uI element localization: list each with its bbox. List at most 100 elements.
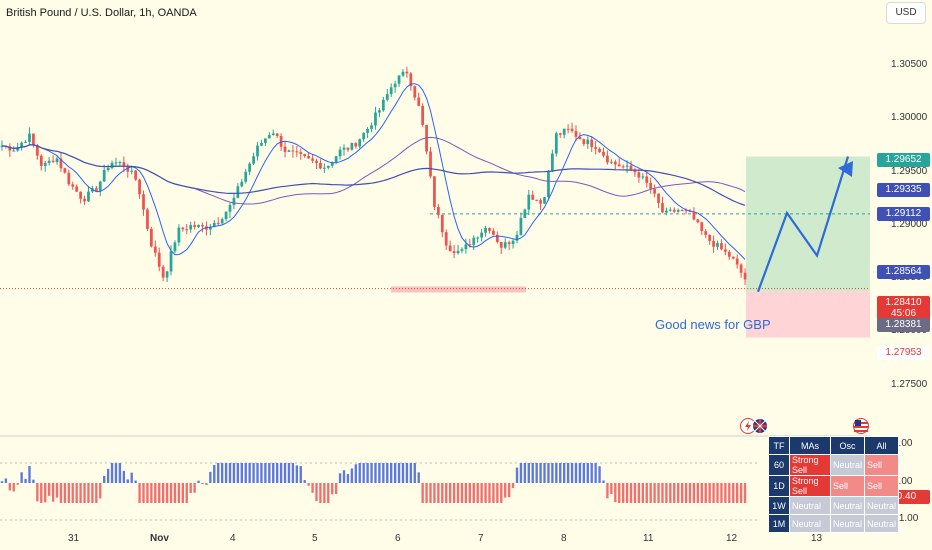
oscillator-bar	[531, 463, 534, 483]
candlestick-series	[0, 66, 747, 285]
oscillator-bar	[445, 483, 448, 503]
oscillator-bar	[500, 483, 503, 503]
candle	[236, 186, 240, 198]
candle	[716, 243, 719, 247]
oscillator-bar	[268, 463, 271, 483]
candle	[35, 145, 39, 156]
candle	[397, 75, 401, 84]
candle	[0, 145, 4, 147]
oscillator-bar	[468, 483, 472, 503]
candle	[609, 161, 613, 163]
oscillator-bar	[307, 483, 310, 486]
oscillator-bar	[625, 483, 629, 503]
oscillator-bar	[67, 483, 70, 503]
oscillator-bar	[535, 463, 538, 483]
table-cell-tf: 1W	[768, 496, 790, 515]
oscillator-bar	[390, 463, 393, 483]
candle	[621, 166, 625, 168]
candle	[657, 193, 660, 204]
oscillator-bar	[488, 483, 491, 503]
table-cell-tf: 1D	[768, 475, 790, 497]
candle	[495, 234, 499, 242]
oscillator-bar	[91, 483, 94, 503]
oscillator-bar	[547, 463, 550, 483]
candle	[83, 198, 86, 202]
candle	[8, 146, 12, 151]
oscillator-bar	[484, 483, 487, 503]
candle	[535, 199, 539, 201]
candle	[393, 83, 397, 88]
candle	[260, 142, 263, 146]
candle	[440, 214, 444, 233]
candle	[527, 194, 531, 210]
candle	[149, 228, 153, 247]
candle	[173, 242, 177, 252]
candle	[248, 163, 252, 172]
oscillator-bar	[409, 463, 413, 483]
oscillator-bar	[134, 480, 137, 483]
oscillator-bar	[287, 463, 291, 483]
oscillator-bar	[661, 483, 664, 503]
oscillator-bar	[618, 483, 621, 503]
candle	[727, 251, 731, 257]
uk-flag-icon[interactable]	[752, 418, 768, 434]
price-label-ma: 1.29335	[877, 183, 930, 198]
candle	[672, 209, 676, 212]
oscillator-bar	[260, 463, 263, 483]
candle	[574, 130, 578, 137]
candle	[680, 210, 684, 212]
oscillator-bar	[63, 483, 67, 503]
oscillator-bar	[315, 483, 318, 502]
candle	[668, 209, 672, 211]
candle	[216, 222, 220, 224]
oscillator-bar	[165, 483, 169, 503]
candle	[405, 71, 409, 74]
us-flag-icon[interactable]	[853, 418, 869, 434]
candle	[350, 143, 354, 150]
oscillator-bar	[708, 483, 711, 503]
oscillator-bar	[272, 463, 275, 483]
oscillator-bar	[138, 483, 141, 503]
candle	[39, 155, 43, 166]
candle	[378, 110, 381, 113]
candle	[389, 87, 393, 95]
oscillator-bar	[621, 483, 625, 503]
candle	[130, 170, 134, 172]
osc-tick-label: 1.00	[893, 438, 913, 449]
time-tick-label: 31	[68, 533, 80, 544]
currency-button[interactable]: USD	[886, 2, 926, 24]
candle	[562, 128, 566, 135]
candle	[240, 181, 244, 187]
oscillator-bar	[704, 483, 707, 503]
oscillator-bar	[519, 463, 523, 483]
oscillator-bar	[71, 483, 74, 503]
candle	[539, 200, 542, 204]
moving-average-1	[1, 83, 746, 260]
oscillator-bar	[327, 483, 330, 503]
candle	[523, 209, 527, 218]
candle	[224, 211, 228, 220]
table-header: Osc	[829, 436, 866, 455]
oscillator-bar	[154, 483, 157, 503]
candle	[578, 136, 582, 140]
oscillator-bar	[543, 463, 546, 483]
chart-title: British Pound / U.S. Dollar, 1h, OANDA	[6, 7, 197, 19]
oscillator-bar	[673, 483, 676, 503]
candle	[602, 151, 605, 156]
oscillator-bar	[114, 463, 118, 483]
candle	[177, 227, 181, 243]
oscillator-bar	[346, 474, 350, 483]
oscillator-bar	[275, 463, 279, 483]
oscillator-bar	[456, 483, 460, 503]
candle	[464, 244, 468, 250]
oscillator-bar	[507, 483, 511, 498]
candle	[256, 145, 259, 157]
candle	[189, 225, 193, 230]
candle	[456, 250, 460, 254]
candle	[244, 171, 248, 182]
oscillator-bar	[338, 473, 342, 483]
candle	[582, 139, 586, 145]
candle	[303, 153, 307, 157]
table-cell-all: Sell	[864, 454, 900, 476]
